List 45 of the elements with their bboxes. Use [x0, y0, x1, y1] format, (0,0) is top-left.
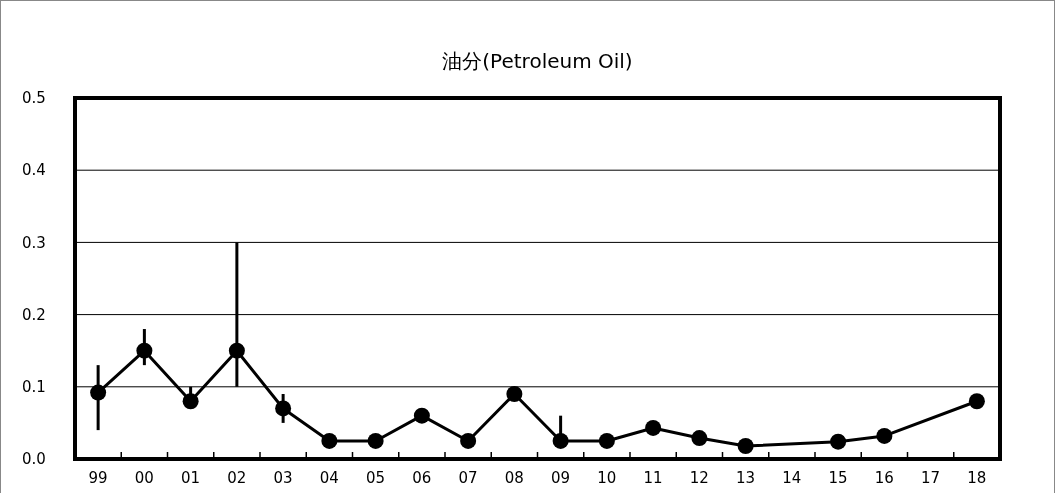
x-tick-label: 09	[551, 469, 571, 487]
y-tick-label: 0.4	[22, 161, 46, 180]
x-tick-label: 00	[134, 469, 154, 487]
point	[413, 407, 430, 424]
point	[506, 386, 523, 403]
x-tick-label: 13	[736, 469, 756, 487]
x-tick-label: 16	[874, 469, 894, 487]
point	[136, 342, 153, 359]
x-tick-label: 99	[88, 469, 108, 487]
x-tick-label: 12	[689, 469, 709, 487]
point	[275, 400, 292, 417]
x-tick-label: 02	[227, 469, 247, 487]
x-tick-label: 05	[366, 469, 386, 487]
y-tick-label: 0.5	[22, 89, 46, 108]
x-tick-label: 15	[828, 469, 848, 487]
y-tick-label: 0.2	[22, 305, 46, 324]
chart-title: 油分(Petroleum Oil)	[442, 49, 633, 73]
point	[552, 432, 569, 449]
point	[321, 432, 338, 449]
x-tick-label: 07	[458, 469, 478, 487]
x-tick-label: 01	[181, 469, 201, 487]
point	[737, 438, 754, 454]
x-tick-label: 18	[967, 469, 987, 487]
y-tick-label: 0.0	[22, 450, 46, 469]
x-tick-label: 10	[597, 469, 617, 487]
point	[968, 393, 985, 410]
point	[367, 432, 384, 449]
x-tick-label: 17	[921, 469, 941, 487]
y-tick-label: 0.3	[22, 233, 46, 252]
point	[645, 419, 662, 436]
point	[876, 427, 893, 444]
x-tick-label: 08	[504, 469, 524, 487]
point	[830, 433, 847, 450]
x-tick-label: 14	[782, 469, 802, 487]
point	[90, 384, 107, 401]
x-tick-label: 03	[273, 469, 293, 487]
x-tick-label: 06	[412, 469, 432, 487]
x-tick-label: 04	[319, 469, 339, 487]
point	[228, 342, 245, 359]
y-tick-label: 0.1	[22, 378, 46, 397]
point	[182, 393, 199, 410]
point	[691, 430, 708, 447]
x-tick-label: 11	[643, 469, 663, 487]
point	[460, 432, 477, 449]
point	[598, 432, 615, 449]
